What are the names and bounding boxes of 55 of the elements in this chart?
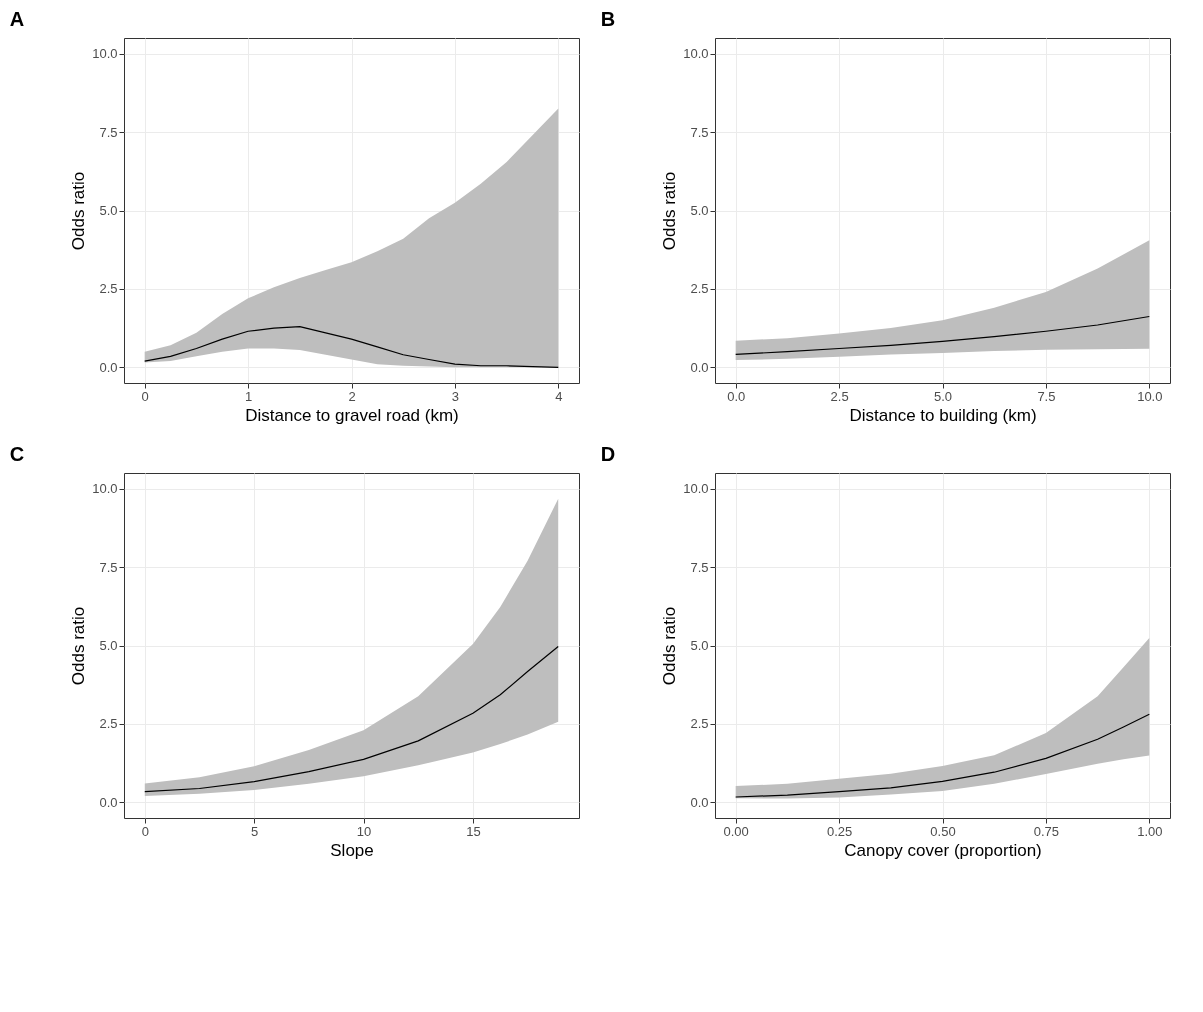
x-tick-label: 0.75: [1033, 823, 1060, 839]
y-tick-label: 0.0: [99, 794, 118, 810]
chart-title: C: [9, 443, 25, 465]
y-tick-label: 10.0: [683, 46, 709, 62]
y-tick-label: 0.0: [690, 359, 709, 375]
chart-title: B: [600, 8, 616, 30]
y-tick-label: 5.0: [690, 638, 709, 653]
x-tick-label: 10.0: [1137, 388, 1163, 404]
line-series: [144, 645, 559, 793]
x-axis-title: Distance to building (km): [849, 405, 1037, 425]
y-tick-label: 7.5: [690, 124, 709, 140]
x-tick-label: 3: [451, 388, 460, 404]
y-axis-title: Odds ratio: [69, 606, 89, 686]
x-tick-label: 0.0: [727, 388, 746, 404]
x-tick-label: 15: [466, 823, 481, 839]
y-tick-label: 7.5: [690, 559, 709, 575]
x-axis-title: Slope: [330, 840, 374, 860]
y-tick-label: 2.5: [99, 281, 118, 297]
x-axis-title: Distance to gravel road (km): [245, 405, 459, 425]
chart-title: D: [600, 443, 616, 465]
y-axis-title: Odds ratio: [660, 171, 680, 251]
y-tick-label: 7.5: [99, 559, 118, 575]
y-tick-label: 7.5: [99, 124, 118, 140]
y-axis-title: Odds ratio: [660, 606, 680, 686]
y-tick-label: 0.0: [690, 794, 709, 810]
x-tick-label: 5: [251, 823, 259, 839]
y-tick-label: 0.0: [99, 359, 118, 375]
y-tick-label: 2.5: [99, 716, 118, 732]
y-tick-label: 2.5: [690, 716, 709, 732]
y-tick-label: 5.0: [690, 203, 709, 218]
line-series: [735, 713, 1150, 798]
x-tick-label: 0.50: [930, 823, 956, 839]
y-tick-label: 5.0: [99, 203, 118, 218]
line-series: [144, 325, 559, 368]
x-tick-label: 0: [141, 823, 149, 839]
x-tick-label: 2: [348, 388, 356, 404]
x-tick-label: 1.00: [1137, 823, 1163, 839]
y-axis-title: Odds ratio: [69, 171, 89, 251]
x-tick-label: 0.25: [826, 823, 853, 839]
x-tick-label: 5.0: [933, 388, 953, 404]
line-series: [735, 315, 1150, 356]
y-tick-label: 2.5: [690, 281, 709, 297]
x-tick-label: 1: [244, 388, 253, 404]
x-tick-label: 7.5: [1037, 388, 1056, 404]
y-tick-label: 10.0: [683, 481, 709, 497]
y-tick-label: 10.0: [92, 46, 118, 62]
x-tick-label: 4: [555, 388, 563, 404]
x-tick-label: 0: [141, 388, 149, 404]
x-tick-label: 0.00: [723, 823, 749, 839]
y-tick-label: 10.0: [92, 481, 118, 497]
chart-title: A: [9, 8, 25, 30]
x-axis-title: Canopy cover (proportion): [844, 840, 1042, 860]
y-tick-label: 5.0: [99, 638, 118, 653]
x-tick-label: 2.5: [830, 388, 849, 404]
x-tick-label: 10: [356, 823, 372, 839]
